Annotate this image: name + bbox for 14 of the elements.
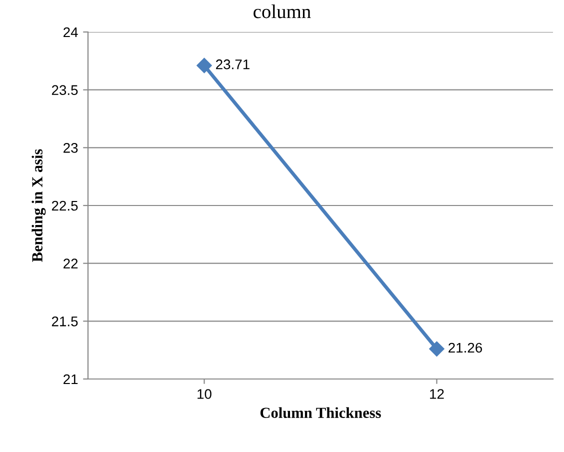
data-label: 21.26	[448, 342, 482, 353]
x-axis-title: Column Thickness	[260, 407, 381, 418]
y-tick-label: 23	[64, 143, 78, 153]
y-tick-label: 21	[64, 374, 78, 384]
x-tick-label: 10	[198, 389, 212, 399]
y-tick-label: 22	[64, 258, 78, 268]
y-tick-label: 21.5	[52, 316, 78, 326]
y-tick-label: 24	[64, 27, 78, 38]
y-axis-title: Bending in X asis	[32, 149, 46, 262]
x-tick-label: 12	[430, 389, 444, 399]
data-label: 23.71	[216, 59, 250, 70]
y-tick-label: 22.5	[52, 200, 78, 211]
chart-title: column	[254, 4, 311, 18]
y-tick-label: 23.5	[52, 85, 78, 96]
